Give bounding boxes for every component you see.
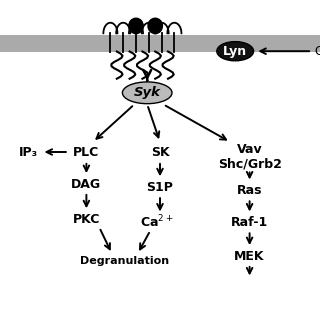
Ellipse shape: [217, 42, 253, 61]
Text: DAG: DAG: [71, 178, 101, 190]
Text: Syk: Syk: [134, 86, 161, 99]
Ellipse shape: [148, 18, 163, 34]
Text: PKC: PKC: [73, 213, 100, 226]
Text: SK: SK: [151, 146, 169, 158]
Text: Vav
Shc/Grb2: Vav Shc/Grb2: [218, 143, 282, 171]
Ellipse shape: [123, 82, 172, 104]
Text: MEK: MEK: [234, 250, 265, 262]
Text: S1P: S1P: [147, 181, 173, 194]
Bar: [0, 35, 320, 52]
Text: Degranulation: Degranulation: [80, 256, 169, 266]
Text: CD45: CD45: [314, 45, 320, 58]
Text: PLC: PLC: [73, 146, 100, 158]
Text: Lyn: Lyn: [223, 45, 247, 58]
Ellipse shape: [129, 18, 143, 34]
Text: Ras: Ras: [237, 184, 262, 197]
Text: IP₃: IP₃: [19, 146, 38, 158]
Text: Ca$^{2+}$: Ca$^{2+}$: [140, 214, 173, 231]
Text: Raf-1: Raf-1: [231, 216, 268, 229]
